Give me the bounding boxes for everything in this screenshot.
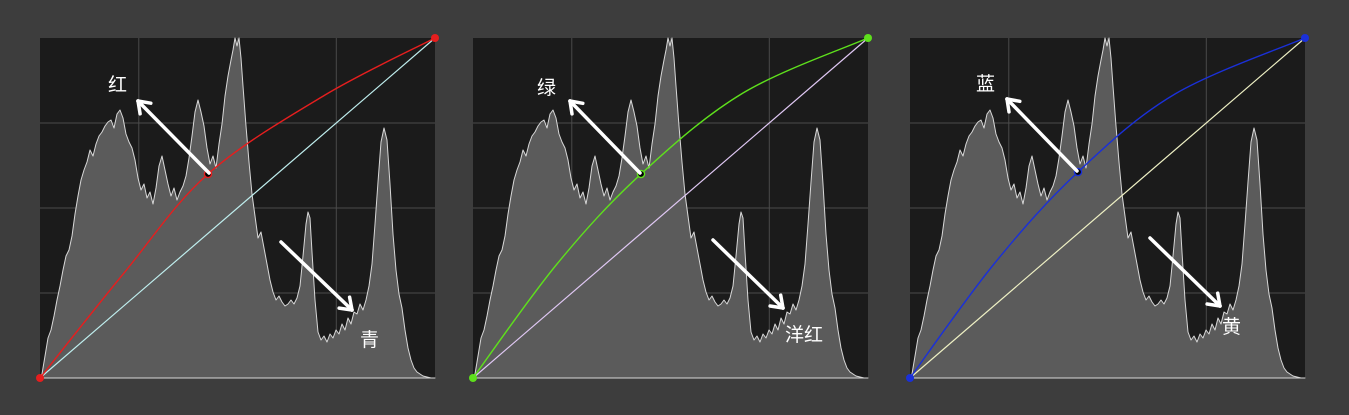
green-curve-graph[interactable] [469,34,872,382]
arrow-down-right-head-2 [768,304,785,310]
blue-curve-graph[interactable] [906,34,1309,382]
arrow-down-right-shaft [1148,236,1222,308]
diagonal-reference-line [472,37,869,379]
arrow-up-left-head-1 [568,99,574,116]
arrow-down-right-head-1 [1215,291,1222,308]
arrow-up-left-head-2 [136,99,153,105]
white-point-handle[interactable] [864,34,872,42]
arrow-down-right-head-1 [347,295,354,312]
cyan-label: 青 [360,329,380,351]
blue-curve-panel: 蓝 黄 [906,34,1309,382]
arrow-up-left-head-1 [136,99,142,116]
arrow-down-right-shaft [279,240,354,312]
magenta-label: 洋红 [785,324,824,346]
arrow-down-right-head-2 [1205,302,1222,308]
white-point-handle[interactable] [1301,34,1309,42]
arrow-up-left-head-1 [1005,97,1011,114]
black-point-handle[interactable] [906,374,914,382]
green-curve-panel: 绿 洋红 [469,34,872,382]
arrow-up-left [136,99,211,175]
diagonal-reference-line [39,37,436,379]
arrow-up-left-head-2 [1005,97,1022,104]
white-point-handle[interactable] [431,34,439,42]
arrow-up-left [1005,97,1079,173]
green-label: 绿 [537,77,557,99]
black-point-handle[interactable] [469,374,477,382]
arrow-up-left-shaft [568,99,642,175]
arrow-up-left-shaft [136,99,211,175]
arrow-up-left-shaft [1005,97,1079,173]
red-label: 红 [108,74,128,96]
red-curve-panel: 红 青 [36,34,439,382]
arrow-up-left [568,99,642,175]
arrow-down-right [1148,236,1222,308]
arrow-down-right [711,238,785,310]
diagonal-reference-line [909,37,1306,379]
red-curve-graph[interactable] [36,34,439,382]
arrow-down-right [279,240,354,312]
arrow-down-right-head-1 [778,293,785,310]
arrow-down-right-shaft [711,238,785,310]
arrow-down-right-head-2 [337,306,354,312]
arrow-up-left-head-2 [568,99,585,106]
yellow-label: 黄 [1222,316,1242,338]
blue-label: 蓝 [976,73,996,95]
black-point-handle[interactable] [36,374,44,382]
